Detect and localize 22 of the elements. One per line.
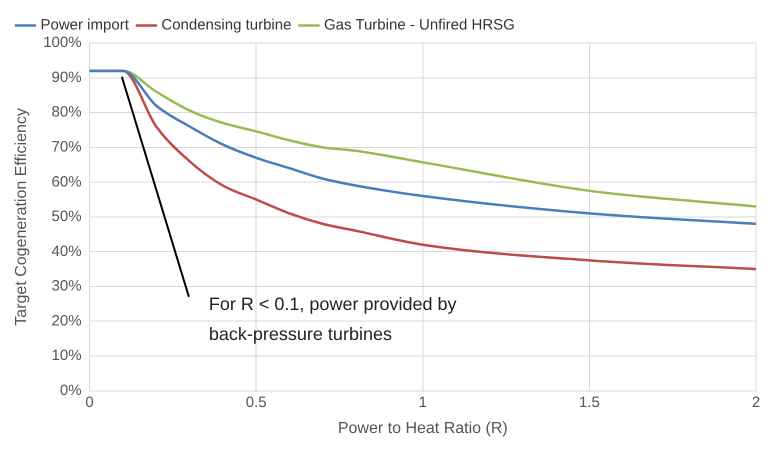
y-tick-label: 40%	[52, 242, 82, 260]
y-tick-label: 10%	[52, 347, 82, 364]
y-tick-label: 90%	[52, 68, 82, 86]
x-tick-label: 0	[85, 394, 94, 411]
annotation: For R < 0.1, power provided by back-pressure turbines	[208, 294, 457, 344]
y-tick-label: 30%	[52, 278, 82, 295]
y-tick-label: 20%	[52, 312, 82, 330]
y-axis-title: Target Cogeneration Efficiency	[13, 108, 30, 326]
x-tick-label: 0.5	[246, 394, 267, 411]
legend-label: Gas Turbine - Unfired HRSG	[324, 16, 515, 34]
x-tick-label: 2	[752, 394, 760, 411]
y-tick-label: 50%	[52, 208, 82, 226]
x-axis-title: Power to Heat Ratio (R)	[338, 420, 508, 437]
legend-label: Power import	[40, 16, 130, 34]
y-tick-label: 70%	[52, 138, 82, 156]
y-tick-label: 80%	[52, 104, 82, 121]
y-tick-label: 100%	[43, 34, 82, 52]
y-tick-label: 0%	[60, 382, 82, 399]
legend-label: Condensing turbine	[161, 16, 292, 34]
x-tick-label: 1.5	[578, 394, 600, 411]
x-tick-label: 1	[418, 394, 427, 411]
y-tick-label: 60%	[52, 173, 82, 190]
